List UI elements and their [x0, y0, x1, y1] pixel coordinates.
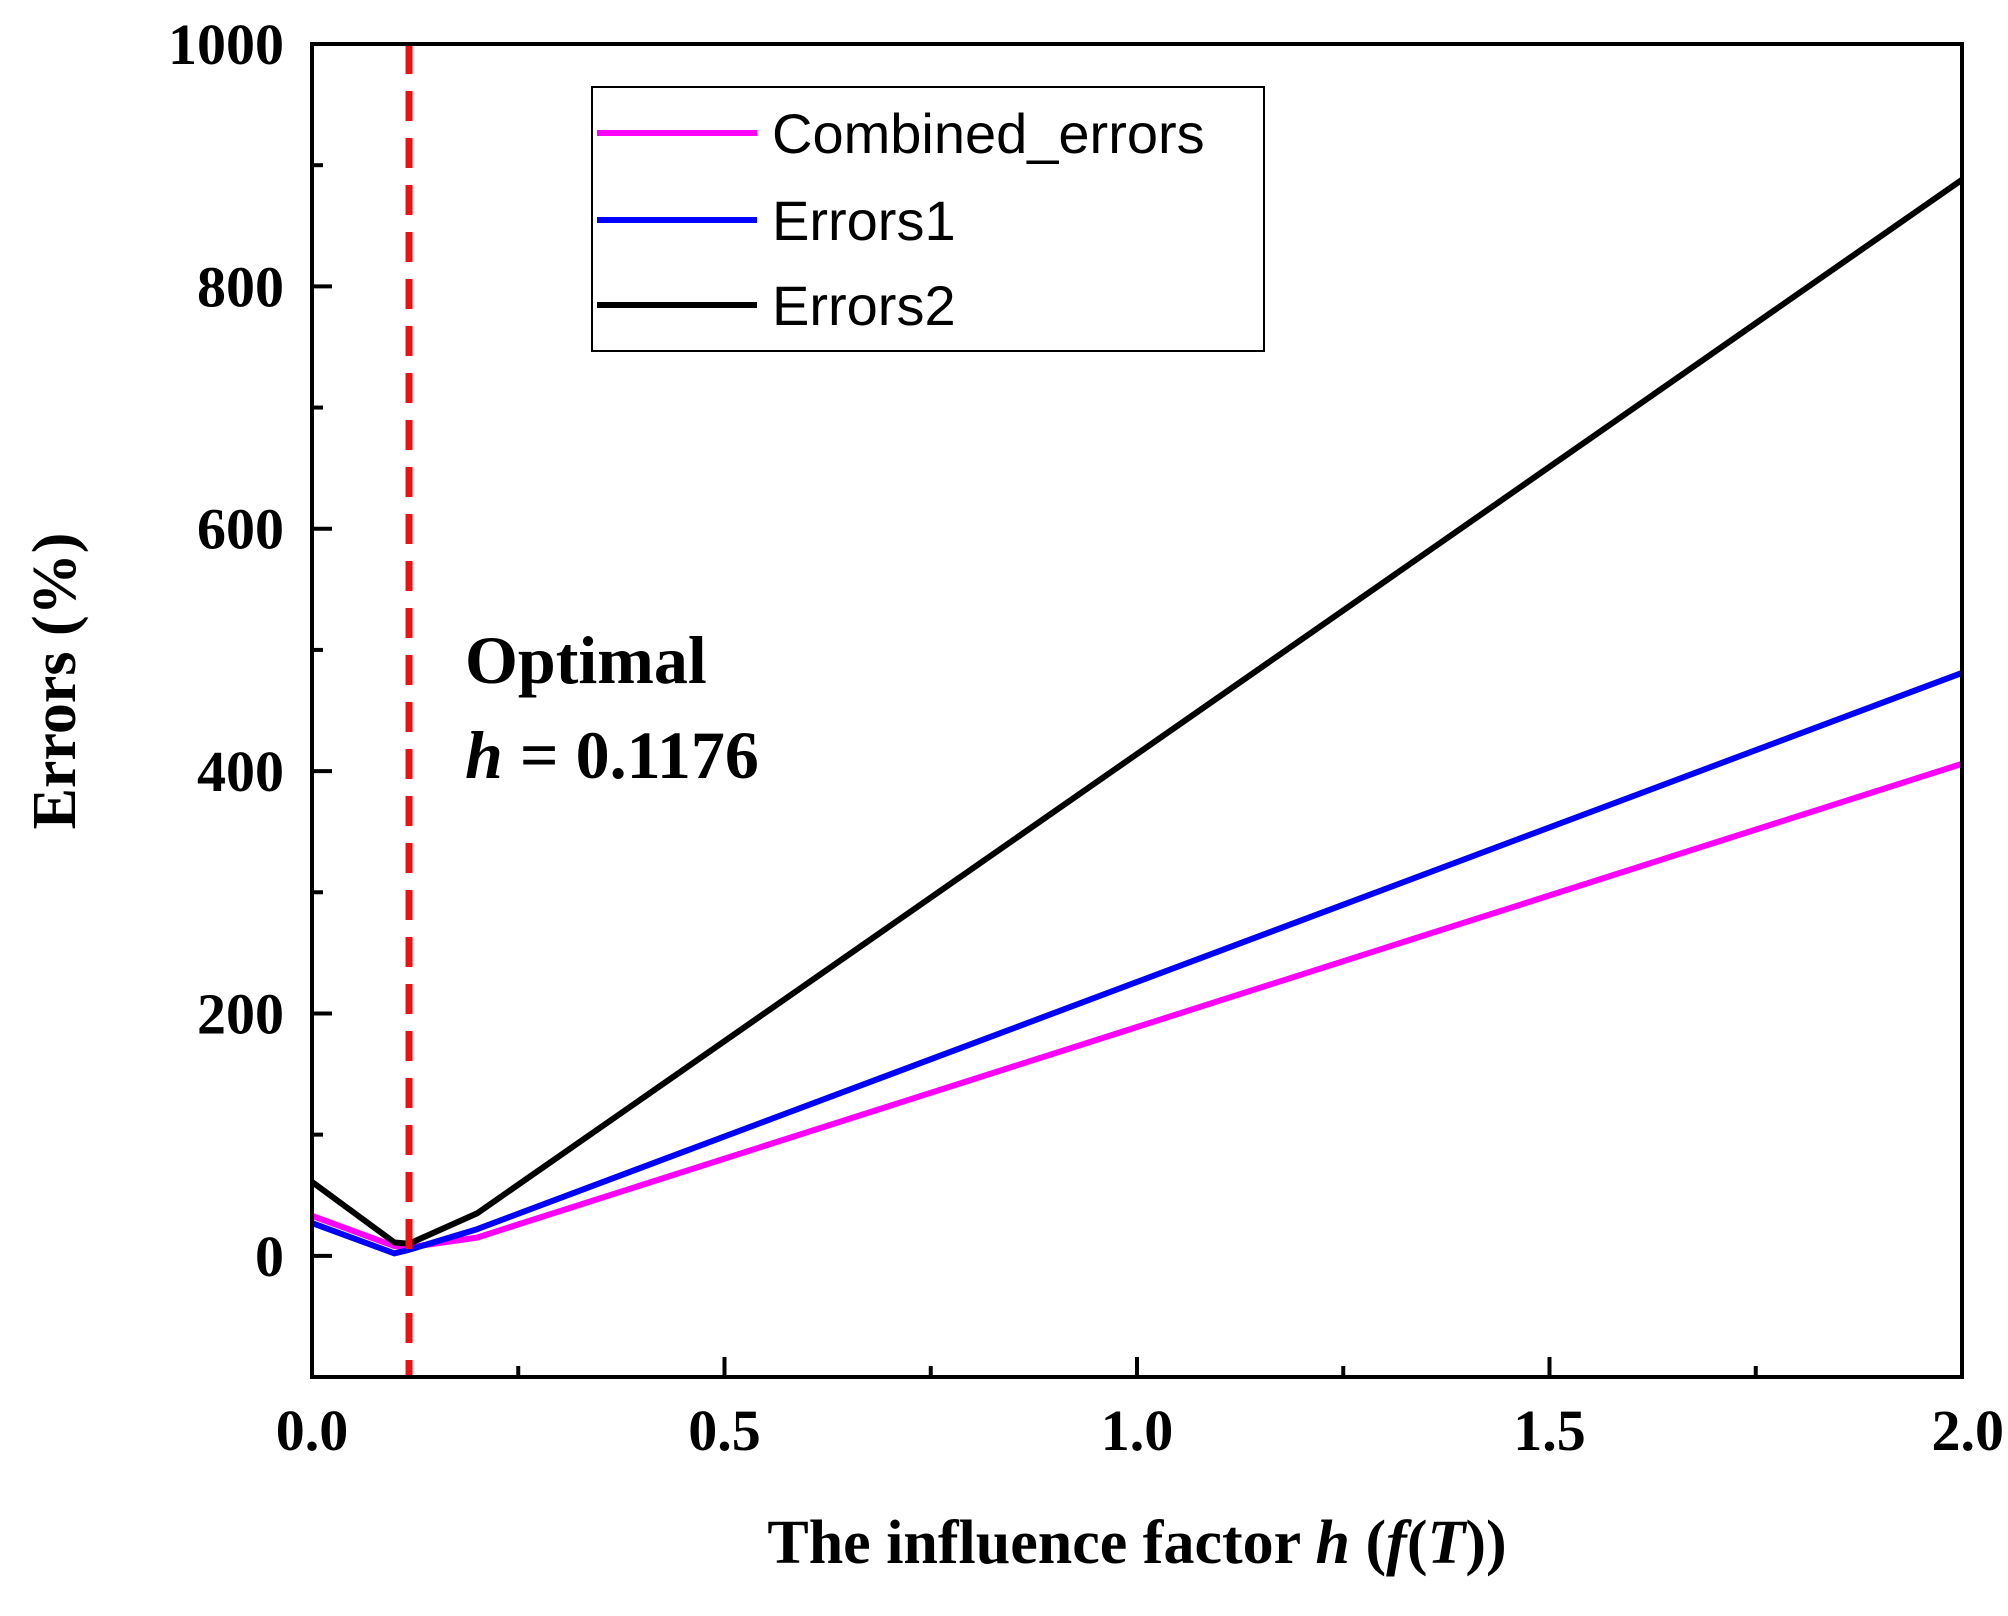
x-tick-label: 2.0	[1932, 1398, 2005, 1463]
legend-label-combined-errors: Combined_errors	[772, 102, 1205, 165]
x-tick-labels: 0.0 0.5 1.0 1.5 2.0	[276, 1398, 2004, 1463]
ticks-layer	[310, 42, 1964, 1379]
x-axis-title: The influence factor h (f(T))	[767, 1509, 1506, 1577]
annotation-h-value: h = 0.1176	[465, 717, 759, 793]
y-tick-label: 600	[197, 497, 284, 562]
x-tick-label: 0.0	[276, 1398, 349, 1463]
x-tick-label: 1.5	[1513, 1398, 1586, 1463]
series-line-errors1	[312, 670, 1962, 1257]
x-tick-label: 0.5	[688, 1398, 761, 1463]
y-tick-label: 200	[197, 981, 284, 1046]
legend-label-errors2: Errors2	[772, 274, 956, 337]
annotation-optimal: Optimal	[465, 622, 707, 698]
y-tick-label: 800	[197, 254, 284, 319]
y-axis-title: Errors (%)	[21, 533, 89, 830]
y-tick-label: 1000	[168, 12, 284, 77]
x-tick-label: 1.0	[1101, 1398, 1174, 1463]
y-tick-labels: 0 200 400 600 800 1000	[168, 12, 284, 1289]
y-tick-label: 400	[197, 739, 284, 804]
legend: Combined_errors Errors1 Errors2	[591, 86, 1265, 352]
y-tick-label: 0	[255, 1224, 284, 1289]
legend-label-errors1: Errors1	[772, 189, 956, 252]
series-line-combined-errors	[312, 760, 1962, 1251]
